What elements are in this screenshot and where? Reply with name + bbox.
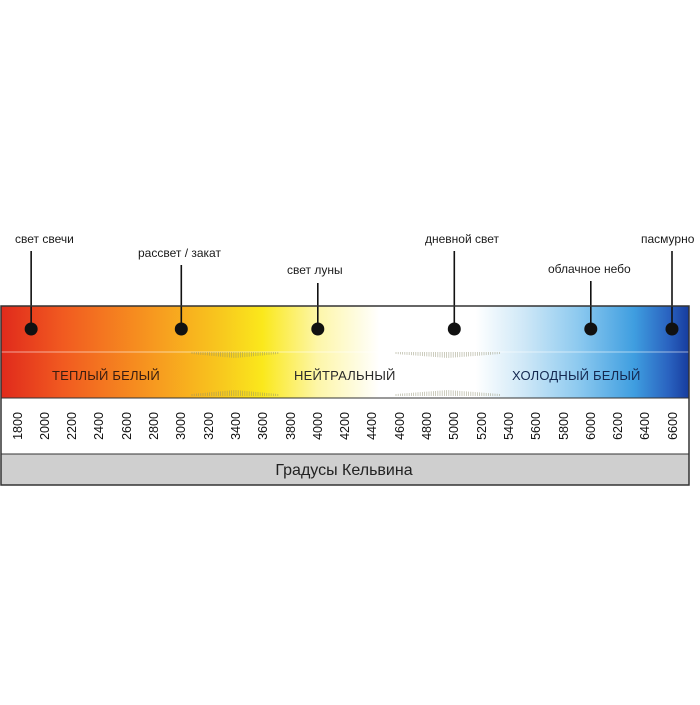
label-moonlight: свет луны [287,263,343,277]
kelvin-tick-label: 6600 [665,412,680,440]
scale-unit-label: Градусы Кельвина [275,462,413,479]
kelvin-tick-label: 4600 [392,412,407,440]
zone-cold-label: ХОЛОДНЫЙ БЕЛЫЙ [512,368,641,383]
kelvin-tick-label: 1800 [10,412,25,440]
kelvin-tick-label: 2000 [37,412,52,440]
kelvin-tick-label: 2200 [65,412,80,440]
kelvin-tick-label: 2400 [92,412,107,440]
kelvin-tick-label: 3400 [228,412,243,440]
label-overcast: пасмурно [641,232,695,246]
source-dot-moon [311,322,325,336]
source-dot-candle [24,322,38,336]
kelvin-tick-label: 4400 [365,412,380,440]
diagram-frame [0,305,690,486]
kelvin-tick-label: 3800 [283,412,298,440]
label-candle-light: свет свечи [15,232,74,246]
zone-warm-label: ТЕПЛЫЙ БЕЛЫЙ [52,368,160,383]
kelvin-tick-label: 5800 [556,412,571,440]
kelvin-tick-label: 4800 [420,412,434,440]
kelvin-tick-label: 4200 [338,412,353,440]
source-dot-sunrise [174,322,188,336]
kelvin-tick-label: 6400 [638,412,653,440]
kelvin-tick-label: 2600 [119,412,134,440]
kelvin-tick-label: 6000 [583,412,598,440]
zone-neutral-label: НЕЙТРАЛЬНЫЙ [294,368,396,383]
kelvin-tick-label: 5400 [501,412,516,440]
kelvin-tick-label: 4000 [310,412,325,440]
source-dot-daylight [447,322,461,336]
source-dot-overcast [665,322,679,336]
neutral-hatching [191,352,500,396]
label-daylight: дневной свет [425,232,500,246]
kelvin-tick-label: 3200 [201,412,216,440]
kelvin-tick-label: 5200 [474,412,489,440]
kelvin-tick-label: 2800 [147,412,161,440]
source-dot-cloudy [584,322,598,336]
label-sunrise-sunset: рассвет / закат [138,246,221,260]
kelvin-tick-label: 3600 [256,412,271,440]
kelvin-tick-label: 5600 [529,412,544,440]
kelvin-tick-label: 3000 [174,412,189,440]
kelvin-tick-label: 6200 [611,412,626,440]
kelvin-tick-label: 5000 [447,412,462,440]
label-cloudy-sky: облачное небо [548,262,631,276]
